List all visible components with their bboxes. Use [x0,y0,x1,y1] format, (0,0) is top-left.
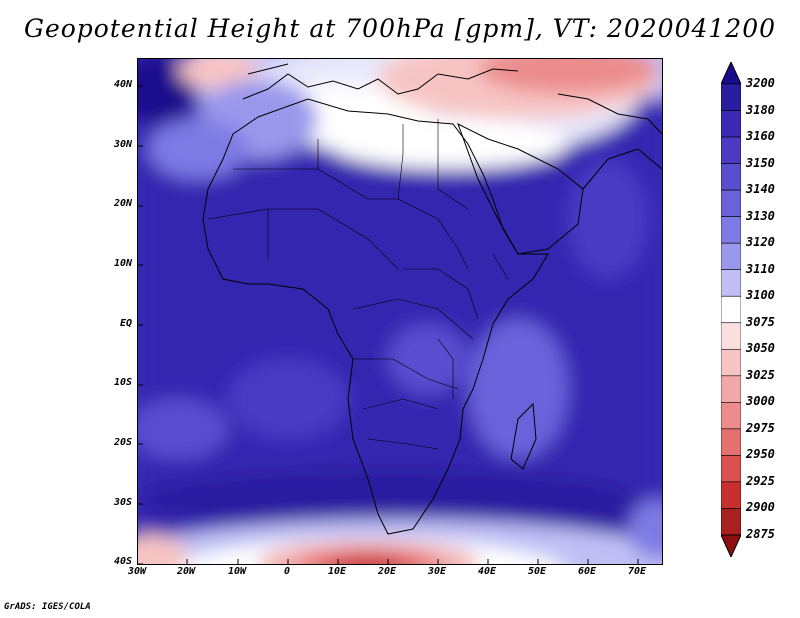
colorbar-level-label: 3150 [746,155,775,170]
lat-label-20n: 20N [113,198,132,209]
lat-label-30n: 30N [113,139,132,150]
colorbar-bin [721,455,741,483]
lat-label-40n: 40N [113,79,132,90]
colorbar-level-label: 2975 [746,420,775,435]
map-title: Geopotential Height at 700hPa [gpm], VT:… [23,14,777,43]
colorbar-bin [721,216,741,244]
lon-label-70e: 70E [627,566,647,577]
colorbar-bin [721,402,741,430]
colorbar-level-label: 3200 [746,76,775,90]
lat-label-10n: 10N [113,258,132,269]
colorbar-level-label: 2875 [746,527,775,541]
colorbar-level-label: 3160 [746,129,775,144]
colorbar-level-label: 3100 [746,288,775,303]
colorbar [721,62,741,557]
lon-label-60e: 60E [577,566,597,577]
height-field [138,59,662,564]
colorbar-level-label: 3140 [746,182,775,197]
colorbar-min-arrow [721,534,741,557]
colorbar-level-label: 3025 [746,367,775,382]
lat-label-30s: 30S [113,497,132,508]
colorbar-bin [721,163,741,191]
colorbar-level-label: 2950 [746,447,775,462]
colorbar-bin [721,295,741,324]
lon-label-0: 0 [283,566,291,577]
lat-label-eq: EQ [119,318,132,329]
map-ticks [138,85,639,564]
lat-label-40s: 40S [113,556,132,567]
colorbar-bin [721,428,741,456]
colorbar-level-label: 3000 [746,394,775,409]
colorbar-bin [721,269,741,297]
lat-label-20s: 20S [113,437,132,448]
colorbar-bin [721,242,741,271]
colorbar-bin [721,508,741,536]
lon-label-20w: 20W [176,566,196,577]
lon-label-30e: 30E [427,566,447,577]
lon-label-30w: 30W [127,566,147,577]
colorbar-level-label: 3180 [746,102,775,117]
colorbar-bin [721,136,741,164]
footer-credit: GrADS: IGES/COLA [4,602,91,612]
colorbar-level-label: 3120 [746,235,775,250]
country-borders [207,119,509,450]
lon-label-10w: 10W [227,566,247,577]
colorbar-level-label: 3130 [746,208,775,223]
lon-label-10e: 10E [327,566,347,577]
colorbar-bin [721,348,741,377]
colorbar-bin [721,322,741,350]
lon-label-50e: 50E [527,566,547,577]
colorbar-level-label: 3110 [746,261,775,276]
coastlines [202,63,662,535]
colorbar-level-label: 2900 [746,500,775,515]
colorbar-bin [721,189,741,217]
colorbar-bin [721,110,741,138]
colorbar-bin [721,375,741,403]
colorbar-level-label: 2925 [746,473,775,488]
colorbar-level-label: 3050 [746,341,775,356]
colorbar-bin [721,481,741,509]
lon-label-40e: 40E [477,566,497,577]
colorbar-level-label: 3075 [746,314,775,329]
colorbar-bin [721,83,741,111]
lon-label-20e: 20E [377,566,397,577]
lat-label-10s: 10S [113,377,132,388]
map-svg [138,59,662,564]
map-panel [137,58,663,565]
colorbar-max-arrow [721,62,741,85]
